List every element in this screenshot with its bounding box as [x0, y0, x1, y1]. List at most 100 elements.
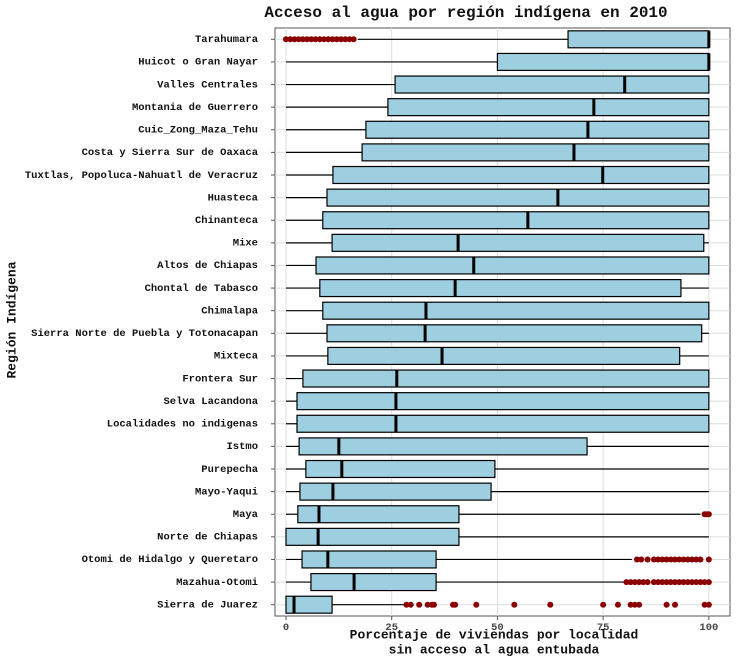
- y-tick-label: Mixteca: [214, 351, 259, 363]
- outlier: [511, 601, 518, 608]
- outlier: [676, 556, 683, 563]
- y-tick-label: Altos de Chiapas: [157, 260, 258, 272]
- y-tick-label: Huicot o Gran Nayar: [138, 57, 258, 69]
- outlier: [701, 579, 708, 586]
- outlier: [650, 556, 657, 563]
- y-tick-label: Chontal de Tabasco: [145, 283, 258, 295]
- outlier: [627, 579, 634, 586]
- box: [326, 324, 703, 343]
- box: [301, 550, 437, 569]
- y-tick-label: Mixe: [233, 238, 258, 250]
- outlier: [663, 556, 670, 563]
- outlier: [316, 36, 323, 43]
- outlier: [667, 556, 674, 563]
- outlier: [640, 579, 647, 586]
- y-tick-label: Tarahumara: [195, 34, 259, 46]
- y-tick-label: Sierra Norte de Puebla y Totonacapan: [31, 328, 258, 340]
- outlier: [346, 36, 353, 43]
- y-tick-label: Localidades no indigenas: [107, 419, 258, 431]
- outlier: [636, 601, 643, 608]
- outlier: [705, 511, 712, 518]
- y-tick-label: Chinanteca: [195, 215, 259, 227]
- box: [567, 30, 710, 49]
- outlier: [295, 36, 302, 43]
- x-axis-title: Porcentaje de viviendas por localidad: [350, 627, 639, 642]
- box: [365, 120, 710, 139]
- outlier: [659, 579, 666, 586]
- outlier: [282, 36, 289, 43]
- chart-title: Acceso al agua por región indígena en 20…: [264, 4, 667, 22]
- outlier: [659, 556, 666, 563]
- outlier: [407, 601, 414, 608]
- outlier: [600, 601, 607, 608]
- outlier: [684, 579, 691, 586]
- box: [310, 572, 437, 592]
- x-tick-label: 0: [283, 622, 289, 634]
- outlier: [329, 36, 336, 43]
- box: [297, 505, 460, 524]
- y-tick-label: Mazahua-Otomi: [176, 577, 258, 589]
- box: [285, 527, 460, 546]
- outlier: [705, 601, 712, 608]
- y-tick-label: Istmo: [226, 441, 258, 453]
- outlier: [299, 36, 306, 43]
- outlier: [638, 556, 645, 563]
- y-tick-label: Tuxtlas, Popoluca-Nahuatl de Veracruz: [25, 170, 258, 182]
- box: [322, 211, 710, 230]
- y-tick-label: Selva Lacandona: [163, 396, 258, 408]
- y-tick-label: Huasteca: [208, 192, 259, 204]
- box: [327, 346, 681, 366]
- outlier: [701, 601, 708, 608]
- y-tick-label: Mayo-Yaqui: [195, 486, 258, 498]
- outlier: [287, 36, 294, 43]
- x-axis-title: sin acceso al agua entubada: [389, 642, 600, 657]
- outlier: [655, 556, 662, 563]
- outlier: [631, 579, 638, 586]
- y-tick-label: Cuic_Zong_Maza_Tehu: [138, 125, 258, 137]
- y-tick-label: Frontera Sur: [182, 373, 258, 385]
- outlier: [667, 579, 674, 586]
- box: [298, 437, 588, 456]
- x-tick-label: 50: [491, 622, 504, 634]
- outlier: [614, 601, 621, 608]
- outlier: [644, 579, 651, 586]
- box: [302, 369, 710, 388]
- x-tick-label: 75: [597, 622, 610, 634]
- y-tick-label: Montania de Guerrero: [132, 102, 258, 114]
- outlier: [672, 579, 679, 586]
- outlier: [342, 36, 349, 43]
- outlier: [663, 579, 670, 586]
- outlier: [697, 556, 704, 563]
- outlier: [688, 556, 695, 563]
- outlier: [424, 601, 431, 608]
- box: [296, 414, 710, 433]
- box: [322, 301, 710, 320]
- outlier: [452, 601, 459, 608]
- box: [394, 75, 710, 94]
- y-tick-label: Purepecha: [201, 464, 258, 476]
- outlier: [631, 601, 638, 608]
- outlier: [672, 601, 679, 608]
- outlier: [304, 36, 311, 43]
- outlier: [403, 601, 410, 608]
- box: [319, 278, 682, 298]
- outlier: [705, 579, 712, 586]
- outlier: [325, 36, 332, 43]
- outlier: [684, 556, 691, 563]
- box: [496, 52, 710, 72]
- outlier: [693, 579, 700, 586]
- y-tick-label: Valles Centrales: [157, 79, 258, 91]
- box: [331, 233, 705, 252]
- box: [387, 98, 710, 117]
- x-tick-label: 25: [385, 622, 398, 634]
- box: [296, 392, 710, 411]
- y-tick-label: Costa y Sierra Sur de Oaxaca: [82, 147, 259, 159]
- outlier: [337, 36, 344, 43]
- outlier: [650, 579, 657, 586]
- y-tick-label: Norte de Chiapas: [157, 532, 258, 544]
- outlier: [291, 36, 298, 43]
- outlier: [430, 601, 437, 608]
- outlier: [350, 36, 357, 43]
- outlier: [680, 556, 687, 563]
- outlier: [416, 601, 423, 608]
